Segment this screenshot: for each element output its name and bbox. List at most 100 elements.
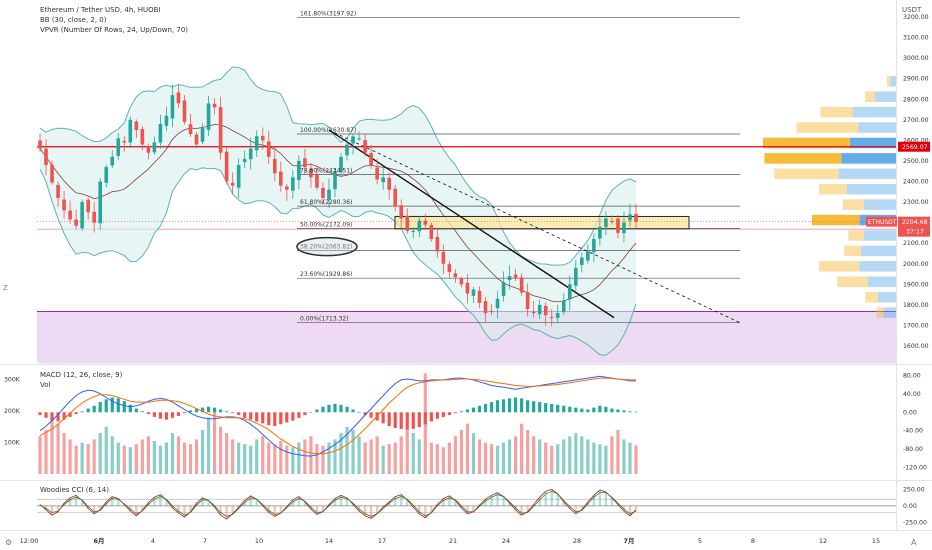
cci-histogram-bar[interactable] xyxy=(442,498,445,506)
macd-histogram-bar[interactable] xyxy=(550,403,554,413)
macd-histogram-bar[interactable] xyxy=(255,412,259,422)
cci-histogram-bar[interactable] xyxy=(129,505,132,512)
cci-histogram-bar[interactable] xyxy=(375,505,379,514)
volume-bar[interactable] xyxy=(86,444,90,474)
macd-histogram-bar[interactable] xyxy=(291,412,295,421)
cci-histogram-bar[interactable] xyxy=(345,497,349,506)
macd-histogram-bar[interactable] xyxy=(568,406,572,413)
vpvr-row[interactable] xyxy=(820,106,896,118)
macd-histogram-bar[interactable] xyxy=(315,409,319,413)
volume-bar[interactable] xyxy=(315,444,319,474)
cci-histogram-bar[interactable] xyxy=(424,505,427,518)
volume-bar[interactable] xyxy=(471,433,476,474)
volume-bar[interactable] xyxy=(273,444,277,474)
volume-bar[interactable] xyxy=(219,426,223,474)
candle[interactable] xyxy=(128,116,133,147)
cci-histogram-bar[interactable] xyxy=(532,504,535,506)
volume-bar[interactable] xyxy=(399,436,403,474)
volume-bar[interactable] xyxy=(598,444,602,474)
candle[interactable] xyxy=(38,133,42,152)
macd-histogram-bar[interactable] xyxy=(68,412,72,417)
volume-bar[interactable] xyxy=(483,442,488,474)
macd-histogram-bar[interactable] xyxy=(604,406,608,413)
cci-histogram-bar[interactable] xyxy=(550,489,553,506)
vpvr-row[interactable] xyxy=(842,199,896,210)
candle[interactable] xyxy=(92,202,96,233)
cci-histogram-bar[interactable] xyxy=(80,500,84,506)
cci-histogram-bar[interactable] xyxy=(327,504,331,506)
volume-bar[interactable] xyxy=(345,426,349,474)
candle[interactable] xyxy=(188,113,193,138)
volume-bar[interactable] xyxy=(38,436,42,474)
candle[interactable] xyxy=(471,287,476,303)
cci-histogram-bar[interactable] xyxy=(580,505,584,510)
macd-histogram-bar[interactable] xyxy=(237,412,241,416)
volume-bar[interactable] xyxy=(80,442,84,474)
cci-histogram-bar[interactable] xyxy=(135,505,138,516)
macd-histogram-bar[interactable] xyxy=(327,404,331,413)
volume-bar[interactable] xyxy=(393,442,397,474)
cci-histogram-bar[interactable] xyxy=(490,495,493,506)
volume-bar[interactable] xyxy=(333,439,337,474)
macd-histogram-bar[interactable] xyxy=(526,400,530,413)
macd-histogram-bar[interactable] xyxy=(381,412,385,424)
candle[interactable] xyxy=(435,228,440,258)
volume-bar[interactable] xyxy=(188,444,193,474)
macd-histogram-bar[interactable] xyxy=(231,412,235,414)
cci-histogram-bar[interactable] xyxy=(568,505,571,509)
volume-bar[interactable] xyxy=(194,439,199,474)
volume-bar[interactable] xyxy=(532,436,536,474)
volume-bar[interactable] xyxy=(170,433,175,474)
cci-histogram-bar[interactable] xyxy=(249,495,252,506)
cci-histogram-bar[interactable] xyxy=(616,504,620,506)
macd-histogram-bar[interactable] xyxy=(351,409,355,413)
cci-histogram-bar[interactable] xyxy=(460,505,463,508)
candle[interactable] xyxy=(158,114,163,149)
cci-histogram-bar[interactable] xyxy=(195,503,198,506)
candle[interactable] xyxy=(598,217,602,246)
macd-histogram-bar[interactable] xyxy=(98,402,102,413)
cci-histogram-bar[interactable] xyxy=(634,505,638,510)
macd-histogram-bar[interactable] xyxy=(321,406,325,413)
volume-bar[interactable] xyxy=(568,436,572,474)
cci-histogram-bar[interactable] xyxy=(520,505,523,516)
macd-histogram-bar[interactable] xyxy=(212,407,217,413)
macd-histogram-bar[interactable] xyxy=(520,398,524,413)
candle[interactable] xyxy=(212,98,217,115)
volume-bar[interactable] xyxy=(98,433,102,474)
volume-bar[interactable] xyxy=(146,436,150,474)
volume-bar[interactable] xyxy=(231,439,235,474)
macd-histogram-bar[interactable] xyxy=(369,412,373,418)
candle[interactable] xyxy=(369,144,373,170)
macd-histogram-bar[interactable] xyxy=(592,407,596,413)
cci-histogram-bar[interactable] xyxy=(86,505,90,509)
cci-label[interactable]: Woodies CCI (6, 14) xyxy=(40,486,109,494)
macd-histogram-bar[interactable] xyxy=(110,397,114,413)
volume-bar[interactable] xyxy=(489,444,494,474)
resistance-box[interactable] xyxy=(394,215,690,230)
volume-bar[interactable] xyxy=(610,436,614,474)
macd-histogram-bar[interactable] xyxy=(634,411,638,413)
candle[interactable] xyxy=(393,184,397,212)
bb-legend[interactable]: BB (30, close, 2, 0) xyxy=(40,16,107,24)
candle[interactable] xyxy=(345,137,349,161)
candle[interactable] xyxy=(297,155,301,189)
macd-histogram-bar[interactable] xyxy=(489,402,494,413)
cci-histogram-bar[interactable] xyxy=(183,505,186,518)
cci-histogram-bar[interactable] xyxy=(393,496,397,506)
macd-histogram-bar[interactable] xyxy=(62,412,66,420)
macd-histogram-bar[interactable] xyxy=(261,412,265,424)
candle[interactable] xyxy=(272,147,277,182)
cci-histogram-bar[interactable] xyxy=(213,505,216,508)
candle[interactable] xyxy=(98,178,103,230)
candle[interactable] xyxy=(405,208,410,234)
volume-bar[interactable] xyxy=(56,423,60,474)
candle[interactable] xyxy=(586,244,590,264)
volume-bar[interactable] xyxy=(225,433,229,474)
cci-histogram-bar[interactable] xyxy=(207,500,210,506)
macd-histogram-bar[interactable] xyxy=(243,412,247,418)
candle[interactable] xyxy=(543,302,548,326)
volume-bar[interactable] xyxy=(556,444,560,474)
volume-bar[interactable] xyxy=(327,442,331,474)
macd-label[interactable]: MACD (12, 26, close, 9) xyxy=(40,371,123,379)
